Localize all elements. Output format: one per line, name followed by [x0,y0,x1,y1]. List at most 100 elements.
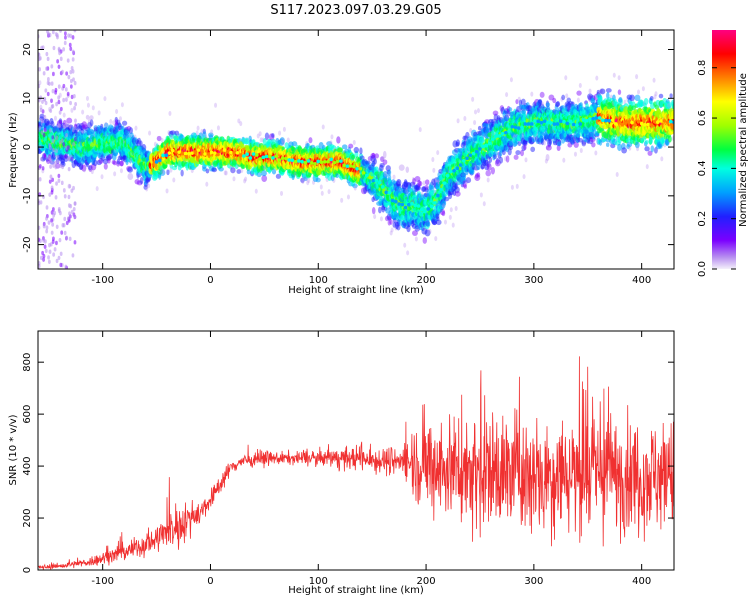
heatmap-cell [454,191,461,197]
heatmap-cell [95,186,99,192]
heatmap-cell [81,109,85,115]
heatmap-cell [97,110,101,116]
heatmap-cell [508,107,513,112]
heatmap-cell [359,147,363,155]
heatmap-cell [441,210,446,217]
heatmap-cell [224,170,228,176]
heatmap-cell [53,115,57,121]
heatmap-cell [231,168,235,174]
heatmap-cell [315,177,321,183]
heatmap-cell [488,163,492,169]
heatmap-cell [513,154,519,160]
heatmap-cell [389,219,393,225]
heatmap-cell [319,184,323,190]
heatmap-cell [104,121,108,127]
heatmap-cell [396,178,402,187]
heatmap-cell [85,95,89,101]
heatmap-cell [530,91,534,97]
heatmap-cell [103,96,107,102]
heatmap-cell [261,170,267,177]
heatmap-cell [147,183,151,189]
heatmap-cell [196,125,200,131]
heatmap-cell [405,166,410,173]
heatmap-cell [91,105,95,111]
heatmap-cell [308,137,313,144]
heatmap-cell [119,160,124,167]
heatmap-cell [332,177,336,183]
heatmap-cell [119,168,123,174]
heatmap-cell [210,129,214,135]
heatmap-cell [530,146,536,153]
heatmap-cell [434,236,438,242]
heatmap-cell [244,176,248,182]
heatmap-cell [282,126,286,132]
heatmap-cell [479,192,483,198]
heatmap-cell [422,237,427,244]
heatmap-cell [195,130,199,136]
heatmap-cell [425,179,430,186]
heatmap-cell [121,120,128,126]
heatmap-cell [509,77,513,83]
heatmap-cell [425,221,431,227]
heatmap-cell [89,119,94,127]
heatmap-cell [353,185,357,191]
heatmap-cell [161,168,165,174]
heatmap-cell [39,113,45,119]
heatmap-cell [490,167,495,175]
chart-title: S117.2023.097.03.29.G05 [270,3,441,18]
heatmap-cell [492,110,499,116]
heatmap-cell [428,229,432,235]
heatmap-cell [127,166,134,173]
heatmap-cell [383,171,387,177]
heatmap-cell [499,156,504,164]
heatmap-cell [348,143,354,149]
heatmap-cell [505,155,510,163]
heatmap-cell [392,174,396,180]
heatmap-cell [373,158,377,165]
heatmap-cell [406,250,410,256]
heatmap-cell [418,127,422,133]
heatmap-cell [390,227,394,233]
heatmap-cell [382,159,388,165]
heatmap-cell [216,125,220,131]
heatmap-cell [403,242,407,248]
heatmap-cell [172,177,176,183]
heatmap-cell [524,157,528,163]
heatmap-cell [346,194,350,200]
heatmap-cell [103,163,108,170]
heatmap-cell [256,172,262,178]
heatmap-cell [148,130,152,136]
heatmap-cell [66,117,73,124]
heatmap-cell [523,144,527,151]
heatmap-cell [454,206,458,212]
heatmap-cell [515,150,521,156]
heatmap-cell [353,146,360,154]
heatmap-cell [166,169,170,176]
heatmap-cell [465,177,472,184]
heatmap-cell [436,150,440,156]
heatmap-cell [232,176,236,182]
heatmap-cell [505,92,509,98]
heatmap-cell [435,213,440,219]
heatmap-cell [83,167,87,173]
heatmap-cell [373,214,377,220]
heatmap-cell [352,139,356,145]
heatmap-cell [280,190,284,196]
heatmap-cell [379,216,383,222]
heatmap-cell [351,154,355,160]
heatmap-cell [258,131,262,137]
heatmap-cell [418,180,423,187]
heatmap-cell [278,130,282,136]
heatmap-cell [115,109,119,115]
heatmap-cell [205,181,209,187]
heatmap-cell [204,134,208,140]
heatmap-cell [120,102,124,108]
heatmap-cell [62,112,66,118]
heatmap-cell [341,144,348,150]
heatmap-cell [515,183,519,189]
heatmap-cell [49,118,54,125]
heatmap-cell [455,139,460,147]
heatmap-cell [456,118,460,124]
heatmap-cell [488,156,493,163]
